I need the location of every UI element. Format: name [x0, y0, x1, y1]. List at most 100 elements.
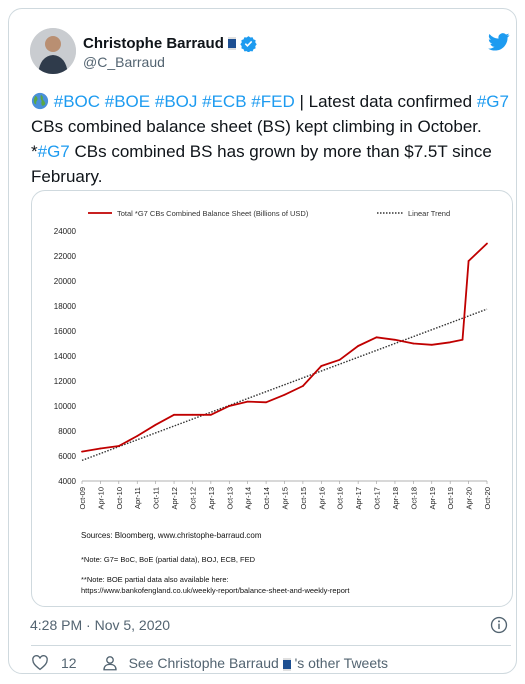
tweet-actions: 12 See Christophe Barraud 's other Tweet…	[31, 654, 388, 672]
chart-note-g7: *Note: G7= BoC, BoE (partial data), BOJ,…	[81, 555, 256, 564]
hashtag-fed[interactable]: #FED	[251, 92, 295, 111]
data-point	[136, 435, 139, 437]
info-icon[interactable]	[490, 616, 508, 634]
x-tick-label: Oct-12	[188, 487, 197, 510]
like-count: 12	[61, 655, 77, 671]
author-name[interactable]: Christophe Barraud	[83, 35, 224, 52]
data-point	[173, 413, 175, 416]
x-tick-label: Apr-15	[281, 487, 290, 510]
person-icon	[102, 656, 117, 671]
data-point	[154, 423, 157, 426]
hashtag-boj[interactable]: #BOJ	[154, 92, 198, 111]
other-tweets-link[interactable]: See Christophe Barraud 's other Tweets	[129, 655, 388, 671]
data-point	[412, 342, 415, 345]
y-tick-label: 8000	[58, 427, 76, 436]
x-tick-label: Oct-19	[446, 487, 455, 510]
x-tick-label: Apr-11	[133, 487, 142, 509]
tweet-text-part: | Latest data confirmed	[294, 92, 477, 111]
x-tick-label: Oct-10	[115, 487, 124, 510]
balance-sheet-chart: Total *G7 CBs Combined Balance Sheet (Bi…	[54, 209, 492, 595]
legend-label-total: Total *G7 CBs Combined Balance Sheet (Bi…	[117, 209, 309, 218]
x-tick-label: Apr-19	[428, 487, 437, 510]
x-tick-label: Apr-20	[465, 487, 474, 510]
data-point	[81, 450, 83, 453]
tweet-text-line2: CBs combined balance sheet (BS) kept cli…	[31, 117, 482, 136]
x-tick-label: Oct-17	[373, 487, 382, 510]
hashtag-g7-second[interactable]: #G7	[37, 142, 70, 161]
y-tick-label: 4000	[58, 477, 76, 486]
verified-badge-icon	[240, 36, 257, 52]
tweet-text-line4: February.	[31, 167, 103, 186]
chart-note-boe: **Note: BOE partial data also available …	[81, 575, 229, 584]
data-point	[228, 405, 231, 407]
author-name-row[interactable]: Christophe Barraud	[83, 35, 257, 52]
y-tick-label: 24000	[54, 227, 77, 236]
hashtag-ecb[interactable]: #ECB	[202, 92, 247, 111]
tweet-card: Christophe Barraud @C_Barraud #BOC #BOE …	[8, 8, 517, 674]
x-tick-label: Oct-15	[299, 487, 308, 510]
avatar-image	[30, 28, 76, 74]
data-point	[209, 413, 212, 416]
total-series-line	[81, 242, 488, 453]
divider	[31, 645, 511, 646]
data-point	[394, 338, 396, 341]
x-tick-label: Oct-20	[483, 487, 492, 510]
data-point	[302, 385, 304, 387]
data-point	[283, 393, 286, 396]
chart-legend: Total *G7 CBs Combined Balance Sheet (Bi…	[88, 209, 450, 218]
y-tick-label: 12000	[54, 377, 77, 386]
data-point	[430, 343, 433, 346]
heart-icon[interactable]	[31, 654, 49, 672]
legend-label-trend: Linear Trend	[408, 209, 450, 218]
data-point	[320, 365, 323, 367]
avatar[interactable]	[30, 28, 76, 74]
data-point	[461, 338, 464, 341]
x-tick-label: Oct-11	[152, 487, 161, 509]
data-point	[357, 345, 360, 347]
data-point	[246, 400, 249, 403]
x-tick-label: Apr-18	[391, 487, 400, 510]
hashtag-boe[interactable]: #BOE	[104, 92, 151, 111]
x-tick-label: Apr-16	[317, 487, 326, 510]
x-tick-label: Apr-12	[170, 487, 179, 510]
flag-emoji-icon	[282, 657, 291, 671]
data-point	[338, 358, 341, 361]
twitter-bird-icon[interactable]	[488, 33, 510, 51]
x-tick-label: Oct-09	[78, 487, 87, 510]
flag-emoji-icon	[227, 37, 236, 50]
x-tick-label: Apr-17	[354, 487, 363, 510]
x-tick-label: Oct-14	[262, 487, 271, 510]
other-tweets-suffix: 's other Tweets	[294, 655, 389, 671]
y-tick-label: 22000	[54, 252, 77, 261]
data-point	[449, 341, 452, 344]
data-point	[265, 401, 267, 404]
globe-emoji-icon	[31, 92, 49, 110]
author-handle[interactable]: @C_Barraud	[83, 54, 165, 70]
y-tick-label: 14000	[54, 352, 77, 361]
chart-image[interactable]: Total *G7 CBs Combined Balance Sheet (Bi…	[31, 190, 513, 607]
tweet-timestamp[interactable]: 4:28 PM · Nov 5, 2020	[30, 617, 171, 633]
x-tick-label: Apr-14	[244, 487, 253, 510]
y-tick-label: 18000	[54, 302, 77, 311]
chart-sources-note: Sources: Bloomberg, www.christophe-barra…	[81, 531, 262, 540]
x-tick-label: Apr-13	[207, 487, 216, 510]
data-point	[191, 413, 194, 416]
y-tick-label: 20000	[54, 277, 77, 286]
trend-series-line	[81, 308, 488, 462]
y-tick-label: 10000	[54, 402, 77, 411]
x-tick-label: Apr-10	[96, 487, 105, 510]
other-tweets-prefix: See Christophe Barraud	[128, 655, 279, 671]
data-point	[486, 242, 488, 245]
y-tick-label: 6000	[58, 452, 76, 461]
data-point	[467, 260, 470, 262]
hashtag-boc[interactable]: #BOC	[53, 92, 101, 111]
data-point	[99, 447, 102, 450]
x-tick-label: Oct-16	[336, 487, 345, 510]
data-point	[117, 445, 120, 447]
data-point	[375, 336, 378, 339]
hashtag-g7[interactable]: #G7	[476, 92, 509, 111]
tweet-text-star: *	[31, 142, 38, 161]
y-tick-label: 16000	[54, 327, 77, 336]
x-tick-label: Oct-13	[225, 487, 234, 510]
tweet-text-line3: CBs combined BS has grown by more than $…	[69, 142, 492, 161]
